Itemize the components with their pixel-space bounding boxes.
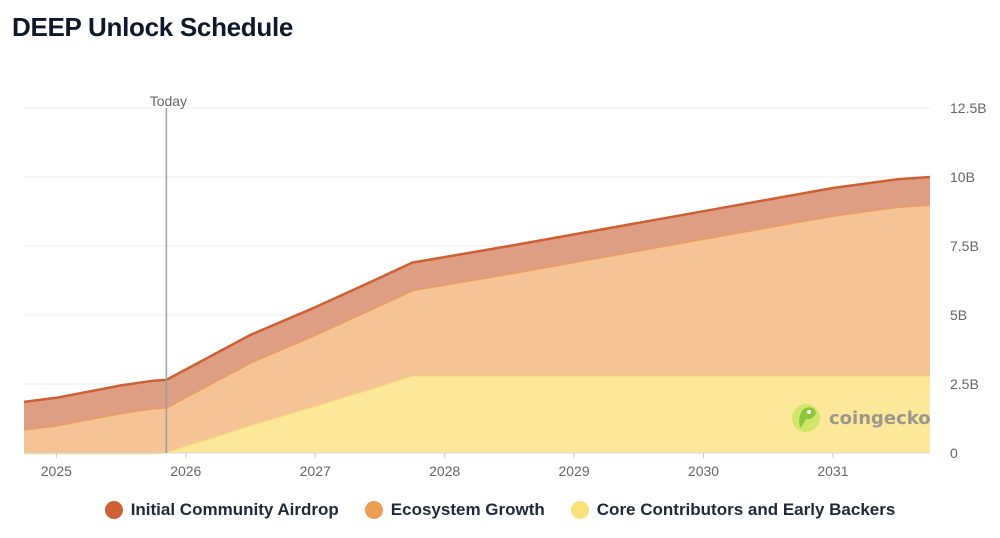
y-tick-label: 10B xyxy=(950,169,975,185)
legend-swatch-icon xyxy=(364,501,383,519)
chart-title: DEEP Unlock Schedule xyxy=(12,12,294,42)
legend-label: Initial Community Airdrop xyxy=(130,500,339,519)
watermark-text: coingecko xyxy=(829,408,931,429)
legend-item[interactable]: Core Contributors and Early Backers xyxy=(570,500,896,520)
x-tick-label: 2031 xyxy=(817,463,848,479)
y-tick-label: 7.5B xyxy=(950,238,979,254)
series-line xyxy=(23,175,931,404)
y-tick-label: 12.5B xyxy=(950,100,987,116)
x-tick-label: 2029 xyxy=(558,463,589,479)
x-tick-label: 2025 xyxy=(41,463,72,479)
gecko-eye-icon xyxy=(807,410,811,414)
coingecko-watermark: coingecko xyxy=(792,404,931,432)
series-area xyxy=(24,177,930,430)
series-area xyxy=(24,204,930,453)
y-tick-label: 5B xyxy=(950,307,967,323)
series-area xyxy=(24,375,930,453)
gecko-head-icon xyxy=(799,407,816,428)
x-tick-label: 2026 xyxy=(170,463,201,479)
today-label: Today xyxy=(150,93,187,109)
x-tick-label: 2028 xyxy=(429,463,460,479)
chart-legend: Initial Community Airdrop Ecosystem Growt… xyxy=(0,500,1000,520)
x-tick-label: 2027 xyxy=(300,463,331,479)
y-tick-label: 0 xyxy=(950,445,958,461)
legend-swatch-icon xyxy=(104,501,123,519)
legend-label: Core Contributors and Early Backers xyxy=(596,500,896,519)
legend-item[interactable]: Initial Community Airdrop xyxy=(104,500,339,520)
legend-label: Ecosystem Growth xyxy=(390,500,545,519)
legend-swatch-icon xyxy=(570,501,589,519)
legend-item[interactable]: Ecosystem Growth xyxy=(364,500,545,520)
x-tick-label: 2030 xyxy=(688,463,719,479)
y-tick-label: 2.5B xyxy=(950,376,979,392)
